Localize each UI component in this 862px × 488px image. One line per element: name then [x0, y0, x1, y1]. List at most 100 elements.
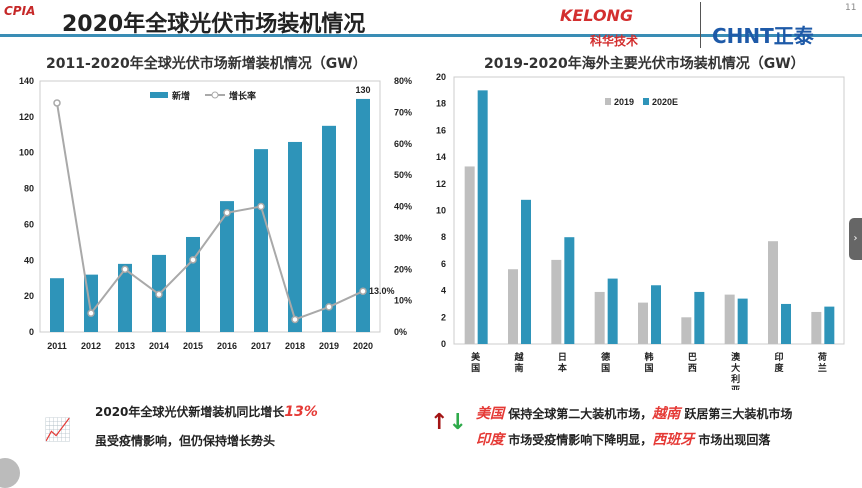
growth-chart: 0 20 40 60 80 100 120 140 0% 10% 20% 30% 40% 50% 60% 70… [19, 76, 412, 351]
y-tick-label: 20 [436, 72, 446, 82]
bar-new-installs [356, 98, 370, 332]
growth-rate-point [53, 99, 61, 107]
growth-rate-point [223, 209, 231, 217]
x-tick-label: 西 [688, 363, 697, 373]
x-tick-label: 大 [731, 362, 740, 373]
bar-2019 [768, 241, 778, 344]
note-highlight: 印度 [476, 432, 504, 448]
plot-area [453, 76, 845, 345]
note-text: 跃居第三大装机市场 [684, 407, 793, 421]
x-tick-label: 越 [513, 351, 524, 362]
x-tick-label: 2017 [251, 341, 271, 351]
x-tick-label: 2012 [81, 341, 101, 351]
data-label: 13.0% [369, 286, 395, 296]
bar-2020E [737, 298, 748, 344]
y-tick-label: 120 [19, 112, 34, 122]
x-tick-label: 美 [471, 351, 481, 362]
x-tick-label: 印 [774, 351, 783, 362]
y-tick-label: 8 [441, 232, 446, 242]
y-tick-label: 2 [441, 312, 446, 322]
x-tick-label: 2018 [285, 341, 305, 351]
growth-chart-icon: 📈 [44, 418, 72, 443]
bar-new-installs [118, 263, 132, 332]
up-down-arrows-icon: ↑↓ [430, 410, 467, 435]
note-highlight: 越南 [652, 406, 681, 422]
bar-2020E [477, 90, 488, 344]
y-tick-label: 18 [436, 99, 446, 109]
note-highlight: 13% [284, 404, 318, 420]
page-number: 11 [845, 3, 857, 13]
x-tick-label: 兰 [818, 362, 827, 373]
y2-tick-label: 80% [394, 76, 412, 86]
bar-2019 [811, 311, 822, 344]
note-text: 市场受疫情影响下降明显， [508, 433, 653, 447]
legend-label: 2019 [614, 97, 634, 107]
x-tick-label: 度 [774, 362, 784, 373]
x-tick-label: 2020 [353, 341, 373, 351]
growth-rate-point [325, 303, 333, 311]
note-text: 保持全球第二大装机市场， [508, 407, 653, 421]
legend-label: 增长率 [229, 90, 256, 101]
kelong-logo: KELONG [560, 6, 634, 25]
bar-new-installs [254, 149, 268, 332]
x-tick-label: 澳 [731, 351, 741, 362]
next-slide-button[interactable]: › [849, 218, 862, 260]
x-tick-label: 2019 [319, 341, 339, 351]
x-tick-label: 2016 [217, 341, 237, 351]
note-left-1: 2020年全球光伏新增装机同比增长13% [95, 403, 318, 420]
note-right-1: 美国 保持全球第二大装机市场，越南 跃居第三大装机市场 [476, 403, 792, 423]
y-tick-label: 140 [19, 76, 34, 86]
y2-tick-label: 50% [394, 170, 412, 180]
bar-2020E [651, 285, 661, 344]
x-tick-label: 荷 [817, 351, 827, 362]
y-tick-label: 80 [24, 184, 34, 194]
x-tick-label: 2015 [183, 341, 203, 351]
y2-tick-label: 60% [394, 139, 412, 149]
logo-divider [700, 2, 701, 48]
note-right-2: 印度 市场受疫情影响下降明显，西班牙 市场出现回落 [476, 429, 770, 449]
bar-new-installs [288, 141, 302, 332]
x-tick-label: 亚 [731, 385, 740, 390]
y-tick-label: 16 [436, 125, 446, 135]
legend-label: 2020E [652, 97, 678, 107]
menu-button[interactable] [0, 458, 20, 488]
plot-area [39, 80, 381, 333]
growth-rate-point [155, 290, 163, 299]
kelong-logo-cn: 科华技术 [590, 34, 639, 48]
x-tick-label: 巴 [688, 352, 697, 362]
bar-2019 [464, 166, 475, 344]
y-tick-label: 0 [29, 327, 34, 337]
growth-rate-point [257, 202, 265, 211]
left-chart-title: 2011-2020年全球光伏市场新增装机情况（GW） [46, 56, 367, 72]
x-tick-label: 日 [558, 352, 567, 362]
x-tick-label: 南 [514, 362, 523, 373]
chnt-logo: CHNT正泰 [712, 24, 814, 48]
cpia-logo: CPIA [4, 4, 36, 18]
y2-tick-label: 30% [394, 233, 412, 243]
bar-2019 [594, 291, 605, 344]
bar-new-installs [220, 201, 234, 332]
page-title: 2020年全球光伏市场装机情况 [62, 12, 366, 37]
y-tick-label: 20 [24, 291, 34, 301]
growth-rate-line [56, 102, 364, 321]
bar-2020E [521, 199, 531, 344]
growth-rate-point [121, 265, 129, 273]
bar-new-installs [322, 125, 336, 332]
x-tick-label: 国 [471, 363, 480, 373]
y-tick-label: 0 [441, 339, 446, 349]
legend-swatch-bar [150, 92, 168, 98]
overseas-chart: 02468101214161820美国越南日本德国韩国巴西澳大利亚印度荷兰201… [436, 72, 845, 390]
y2-tick-label: 10% [394, 296, 412, 306]
y-tick-label: 40 [24, 255, 34, 265]
bar-2020E [607, 278, 618, 344]
bar-2020E [781, 303, 791, 344]
bar-2019 [681, 317, 692, 344]
y2-tick-label: 0% [394, 327, 407, 337]
note-text: 2020年全球光伏新增装机同比增长 [95, 405, 285, 419]
x-tick-label: 2011 [47, 341, 67, 351]
x-tick-label: 国 [601, 363, 610, 373]
bar-new-installs [50, 278, 64, 332]
y-tick-label: 4 [441, 286, 446, 296]
note-highlight: 美国 [476, 406, 504, 422]
bar-2019 [724, 294, 735, 344]
